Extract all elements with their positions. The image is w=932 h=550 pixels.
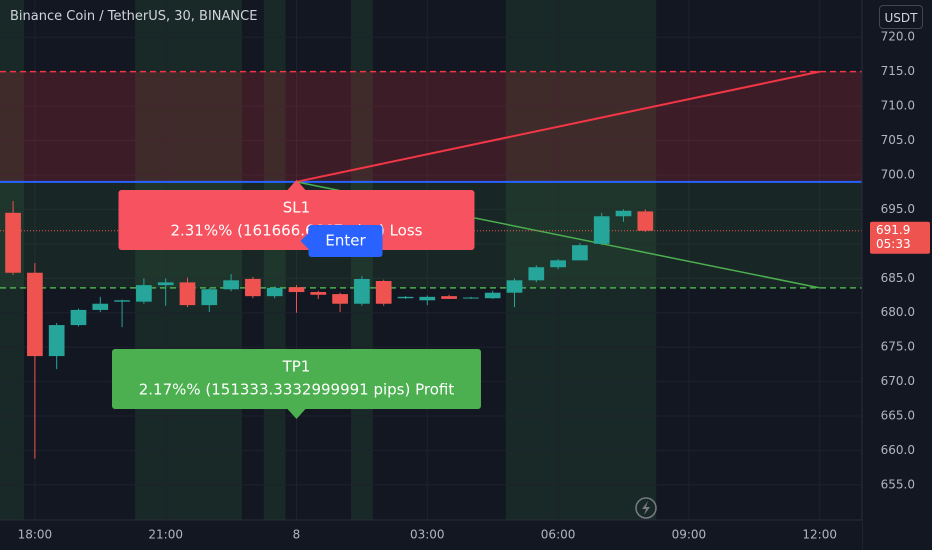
- candle-body: [375, 281, 392, 304]
- target-label: TP1 2.17%% (151333.3332999991 pips) Profi…: [111, 349, 481, 419]
- y-tick-label: 670.0: [881, 374, 915, 388]
- candle-body: [223, 280, 239, 290]
- candle-body: [70, 309, 87, 326]
- x-tick-label: 12:00: [802, 528, 837, 542]
- candle-body: [310, 292, 327, 295]
- y-tick-label: 685.0: [881, 271, 915, 285]
- y-tick-label: 675.0: [881, 340, 915, 354]
- candle-body: [354, 278, 370, 304]
- stop-zone: [0, 71, 862, 182]
- candle-body: [288, 287, 305, 293]
- entry-label: Enter: [300, 225, 383, 257]
- x-tick-label: 03:00: [410, 528, 445, 542]
- candle-body: [484, 292, 501, 299]
- stop-label-text: 2.31%% (161666.6667 pips) Loss: [170, 222, 422, 240]
- y-tick-label: 720.0: [881, 30, 915, 44]
- candle-body: [528, 267, 545, 281]
- stop-label: SL1 2.31%% (161666.6667 pips) Loss: [118, 180, 475, 250]
- candle-body: [201, 289, 218, 306]
- candle-body: [550, 260, 566, 268]
- entry-arrow: [300, 233, 309, 249]
- target-label-text: 2.17%% (151333.3332999991 pips) Profit: [139, 381, 455, 399]
- live-icon-bolt: [642, 501, 650, 515]
- y-tick-label: 715.0: [881, 64, 915, 78]
- time-axis: [0, 520, 862, 550]
- symbol-title: Binance Coin / TetherUS, 30, BINANCE: [10, 9, 258, 24]
- session-highlight: [135, 0, 242, 520]
- x-tick-label: 18:00: [18, 528, 53, 542]
- target-label-title: TP1: [282, 358, 311, 376]
- candle-body: [332, 294, 348, 304]
- x-tick-label: 09:00: [672, 528, 707, 542]
- candle-body: [419, 296, 436, 301]
- target-label-box: [111, 349, 481, 409]
- last-price-label: 691.9: [876, 223, 910, 237]
- y-tick-label: 665.0: [881, 409, 915, 423]
- candle-body: [637, 211, 654, 231]
- candle-body: [615, 210, 632, 217]
- candle-body: [179, 282, 196, 306]
- stop-label-title: SL1: [283, 199, 310, 217]
- x-tick-label: 21:00: [148, 528, 183, 542]
- stop-trend: [296, 70, 820, 183]
- live-icon: [635, 497, 657, 519]
- candle-body: [245, 278, 261, 297]
- x-tick-label: 06:00: [541, 528, 576, 542]
- y-tick-label: 655.0: [881, 477, 915, 491]
- candle-body: [157, 282, 174, 286]
- candle-body: [48, 325, 65, 357]
- candle-body: [441, 296, 457, 299]
- stop-label-arrow: [287, 180, 306, 190]
- y-tick-label: 695.0: [881, 202, 915, 216]
- candle-body: [5, 212, 21, 273]
- y-tick-label: 700.0: [881, 167, 915, 181]
- entry-box: [308, 225, 383, 257]
- entry-text: Enter: [325, 232, 366, 250]
- y-tick-label: 660.0: [881, 443, 915, 457]
- candle-body: [397, 296, 414, 299]
- candle-body: [27, 272, 43, 357]
- x-tick-label: 8: [293, 528, 301, 542]
- y-tick-label: 710.0: [881, 99, 915, 113]
- y-tick-label: 680.0: [881, 305, 915, 319]
- candle-body: [593, 216, 610, 244]
- countdown-label: 05:33: [876, 237, 911, 251]
- candle-body: [114, 300, 130, 302]
- candle-body: [92, 303, 109, 310]
- candle-body: [463, 297, 479, 299]
- last-price-tag: [870, 221, 930, 254]
- target-label-arrow: [287, 409, 306, 419]
- candle-body: [136, 285, 152, 302]
- currency-button[interactable]: USDT: [879, 5, 923, 29]
- candle-body: [506, 280, 523, 293]
- candle-body: [572, 245, 588, 261]
- candle-body: [266, 287, 283, 297]
- price-axis: [862, 0, 932, 550]
- y-tick-label: 705.0: [881, 133, 915, 147]
- stop-label-box: [118, 190, 475, 250]
